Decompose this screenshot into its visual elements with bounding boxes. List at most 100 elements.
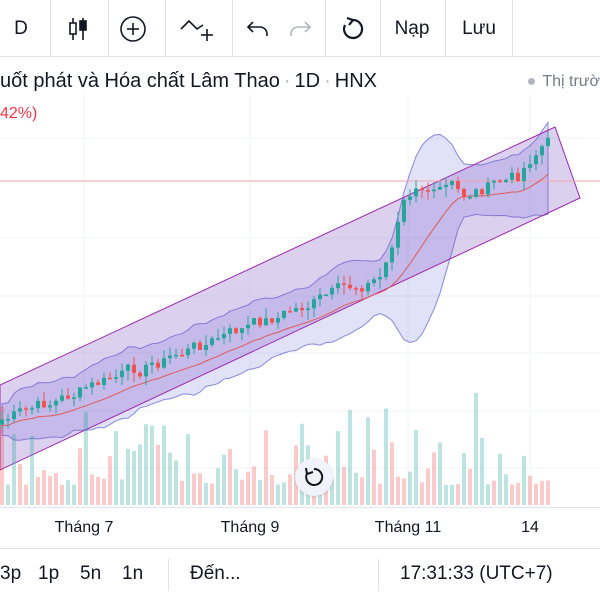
line-plus-icon[interactable] <box>170 0 224 57</box>
candle-body <box>126 364 130 371</box>
title-exchange: HNX <box>334 70 377 92</box>
candle-body <box>174 354 178 357</box>
volume-bar <box>462 453 466 505</box>
volume-bar <box>444 484 448 505</box>
volume-bar <box>18 464 22 505</box>
volume-bar <box>54 473 58 505</box>
x-tick-label: 14 <box>521 519 539 536</box>
volume-bar <box>372 449 376 505</box>
candle-body <box>84 387 88 389</box>
candle-body <box>528 164 532 168</box>
candle-body <box>450 181 454 185</box>
candle-body <box>456 181 460 190</box>
candle-body <box>210 338 214 345</box>
volume-bar <box>204 482 208 505</box>
range-3p-button[interactable]: 3p <box>0 563 22 584</box>
volume-bar <box>510 484 514 505</box>
save-button[interactable]: Lưu <box>450 0 508 57</box>
market-status[interactable]: ● Thị trườ <box>527 73 600 91</box>
candle-body <box>516 172 520 182</box>
range-5n-button[interactable]: 5n <box>80 563 102 584</box>
volume-bar <box>282 482 286 505</box>
interval-button[interactable]: D <box>0 0 42 57</box>
candle-body <box>426 190 430 192</box>
candlestick-icon[interactable] <box>54 0 102 57</box>
candle-body <box>12 411 16 420</box>
price-chart[interactable] <box>0 95 600 507</box>
candle-body <box>294 307 298 312</box>
volume-bar <box>36 477 40 505</box>
plus-circle-icon[interactable] <box>110 0 156 57</box>
candle-body <box>336 283 340 289</box>
candle-body <box>240 328 244 333</box>
candle-body <box>222 333 226 339</box>
candle-body <box>198 342 202 350</box>
candle-body <box>396 221 400 248</box>
candle-body <box>204 344 208 350</box>
volume-bar <box>114 431 118 505</box>
candle-body <box>264 318 268 326</box>
candle-body <box>120 370 124 378</box>
volume-bar <box>492 480 496 505</box>
candle-body <box>468 196 472 199</box>
volume-bar <box>378 483 382 505</box>
title-separator: · <box>283 70 291 92</box>
candle-body <box>384 262 388 278</box>
candle-body <box>54 400 58 406</box>
range-1p-button[interactable]: 1p <box>38 563 60 584</box>
candle-body <box>60 395 64 401</box>
volume-bar <box>288 474 292 505</box>
candle-body <box>90 382 94 388</box>
candle-body <box>192 342 196 349</box>
candle-body <box>30 408 34 410</box>
volume-bar <box>342 467 346 505</box>
candle-body <box>18 408 22 412</box>
candle-body <box>330 288 334 295</box>
volume-bar <box>354 472 358 505</box>
candle-body <box>138 372 142 377</box>
volume-bar <box>222 454 226 505</box>
volume-bar <box>390 442 394 505</box>
candle-body <box>474 189 478 197</box>
volume-bar <box>6 484 10 505</box>
range-1n-button[interactable]: 1n <box>122 563 144 584</box>
candle-body <box>318 294 322 300</box>
reset-chart-button[interactable] <box>295 458 333 496</box>
load-button[interactable]: Nạp <box>384 0 440 57</box>
undo-icon[interactable] <box>236 0 280 57</box>
volume-bar <box>438 442 442 505</box>
goto-date-button[interactable]: Đến... <box>190 563 241 584</box>
candle-body <box>0 419 4 425</box>
volume-bar <box>498 453 502 505</box>
x-tick-label: Tháng 11 <box>374 519 442 536</box>
candle-body <box>480 189 484 195</box>
candle-body <box>6 419 10 421</box>
candle-body <box>504 179 508 183</box>
volume-bar <box>402 478 406 505</box>
clock-timezone[interactable]: 17:31:33 (UTC+7) <box>400 563 553 584</box>
candle-body <box>246 324 250 329</box>
volume-bar <box>486 484 490 505</box>
volume-bar <box>234 469 238 505</box>
volume-bar <box>60 484 64 505</box>
volume-bar <box>534 483 538 505</box>
volume-bar <box>102 478 106 505</box>
title-interval: 1D <box>294 70 321 92</box>
volume-bar <box>132 450 136 505</box>
save-label: Lưu <box>462 17 496 39</box>
candle-body <box>420 188 424 191</box>
time-axis[interactable]: Tháng 7 Tháng 9 Tháng 11 14 <box>0 507 600 545</box>
redo-icon[interactable] <box>278 0 322 57</box>
candle-body <box>114 377 118 379</box>
volume-bar <box>150 425 154 505</box>
volume-bar <box>48 475 52 505</box>
candle-body <box>234 328 238 333</box>
volume-bar <box>522 455 526 505</box>
symbol-name: uốt phát và Hóa chất Lâm Thao <box>0 70 280 92</box>
candle-body <box>348 284 352 289</box>
candle-body <box>306 308 310 310</box>
reload-icon[interactable] <box>330 0 376 57</box>
candle-body <box>102 377 106 385</box>
bollinger-band <box>1 120 549 441</box>
candle-body <box>180 354 184 357</box>
